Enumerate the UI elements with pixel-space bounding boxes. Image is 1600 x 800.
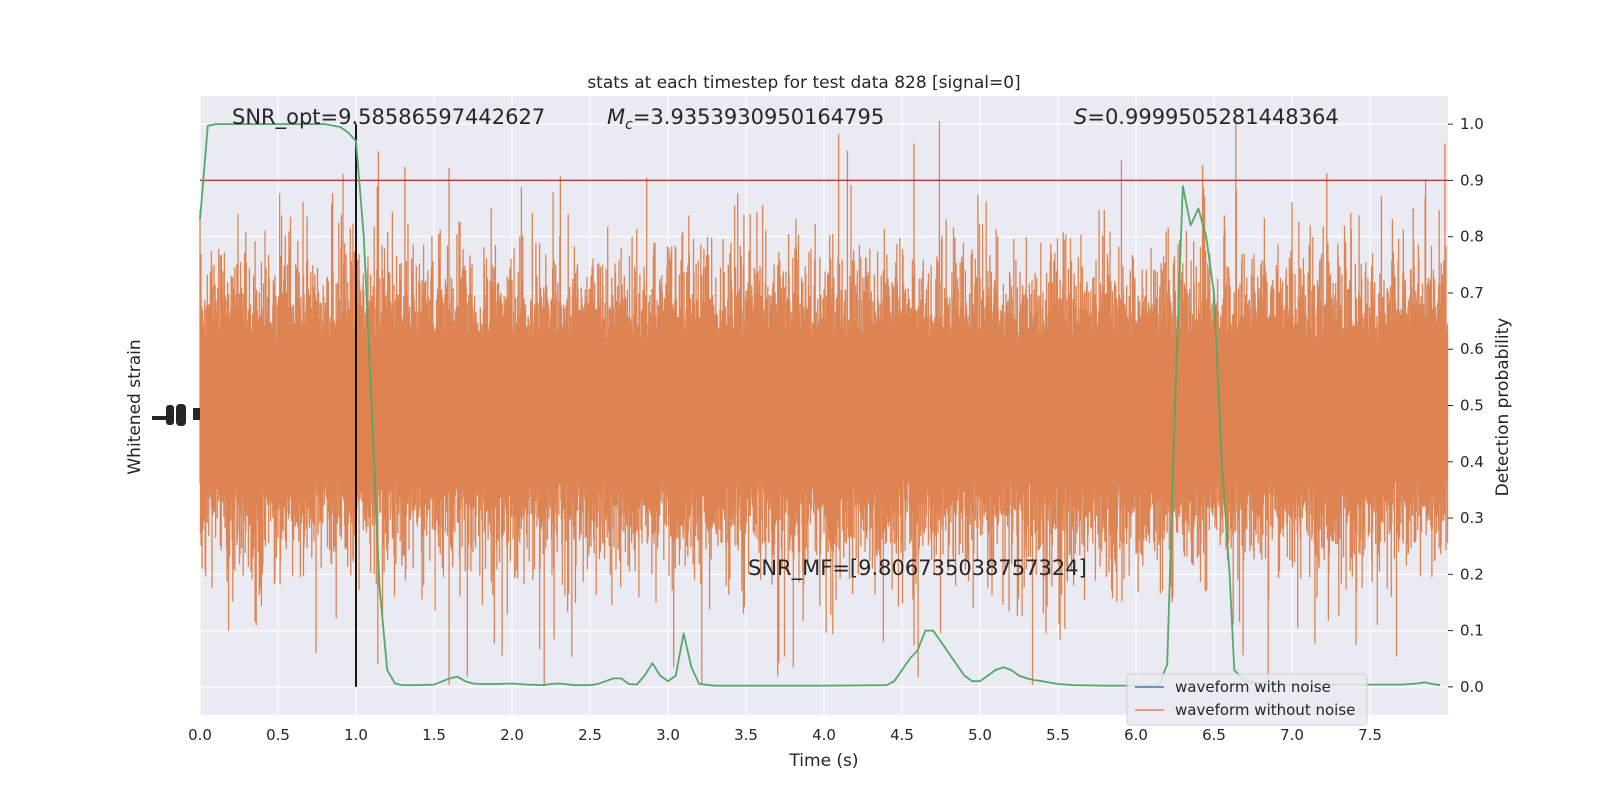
x-tick-label: 0.5 [266, 726, 290, 744]
x-tick-label: 0.0 [188, 726, 212, 744]
x-tick-label: 7.5 [1358, 726, 1382, 744]
x-tick-label: 4.0 [812, 726, 836, 744]
right-tick-label: 0.7 [1460, 284, 1484, 302]
right-tick-label: 0.3 [1460, 509, 1484, 527]
chart-title: stats at each timestep for test data 828… [587, 73, 1020, 93]
right-tick-label: 1.0 [1460, 115, 1484, 133]
x-tick-label: 5.5 [1046, 726, 1070, 744]
right-tick-label: 0.6 [1460, 340, 1484, 358]
left-axis-overlapping-ticks [152, 404, 200, 426]
detection-probability-line [199, 123, 1441, 687]
x-tick-label: 7.0 [1280, 726, 1304, 744]
right-tick-label: 0.9 [1460, 171, 1484, 189]
legend: waveform with noise waveform without noi… [1126, 673, 1368, 726]
snr-opt-annotation: SNR_opt=9.585865974426​27 [232, 105, 545, 130]
legend-box [1126, 673, 1368, 726]
legend-label-with-noise: waveform with noise [1175, 678, 1331, 696]
score-annotation: S=0.9999505281448364 [1074, 105, 1339, 129]
x-tick-label: 2.5 [578, 726, 602, 744]
right-tick-label: 0.1 [1460, 622, 1484, 640]
snr-mf-annotation: SNR_MF=[9.806735038757324] [748, 556, 1087, 581]
right-tick-label: 0.4 [1460, 453, 1484, 471]
x-tick-label: 3.0 [656, 726, 680, 744]
x-tick-label: 4.5 [890, 726, 914, 744]
x-tick-label: 1.5 [422, 726, 446, 744]
strain-series [199, 121, 1449, 685]
x-tick-label: 3.5 [734, 726, 758, 744]
x-tick-label: 2.0 [500, 726, 524, 744]
right-tick-label: 0.5 [1460, 397, 1484, 415]
x-tick-label: 5.0 [968, 726, 992, 744]
legend-label-without-noise: waveform without noise [1175, 701, 1355, 719]
right-axis-label: Detection probability [1493, 318, 1513, 497]
right-axis-ticks: 0.0 0.1 0.2 0.3 0.4 0.5 0.6 0.7 0.8 0.9 1.0 [1448, 115, 1484, 696]
marks [199, 123, 1448, 687]
right-tick-label: 0.8 [1460, 228, 1484, 246]
x-axis-ticks: 0.0 0.5 1.0 1.5 2.0 2.5 3.0 3.5 4.0 4.5 5.0 5.5 6.0 6… [188, 726, 1382, 744]
chirp-mass-annotation: Mc=3.9353930950164795 [607, 105, 884, 133]
x-tick-label: 1.0 [344, 726, 368, 744]
x-tick-label: 6.0 [1124, 726, 1148, 744]
right-tick-label: 0.0 [1460, 678, 1484, 696]
x-axis-label: Time (s) [788, 751, 858, 771]
left-axis-label: Whitened strain [125, 339, 145, 474]
x-tick-label: 6.5 [1202, 726, 1226, 744]
right-tick-label: 0.2 [1460, 565, 1484, 583]
